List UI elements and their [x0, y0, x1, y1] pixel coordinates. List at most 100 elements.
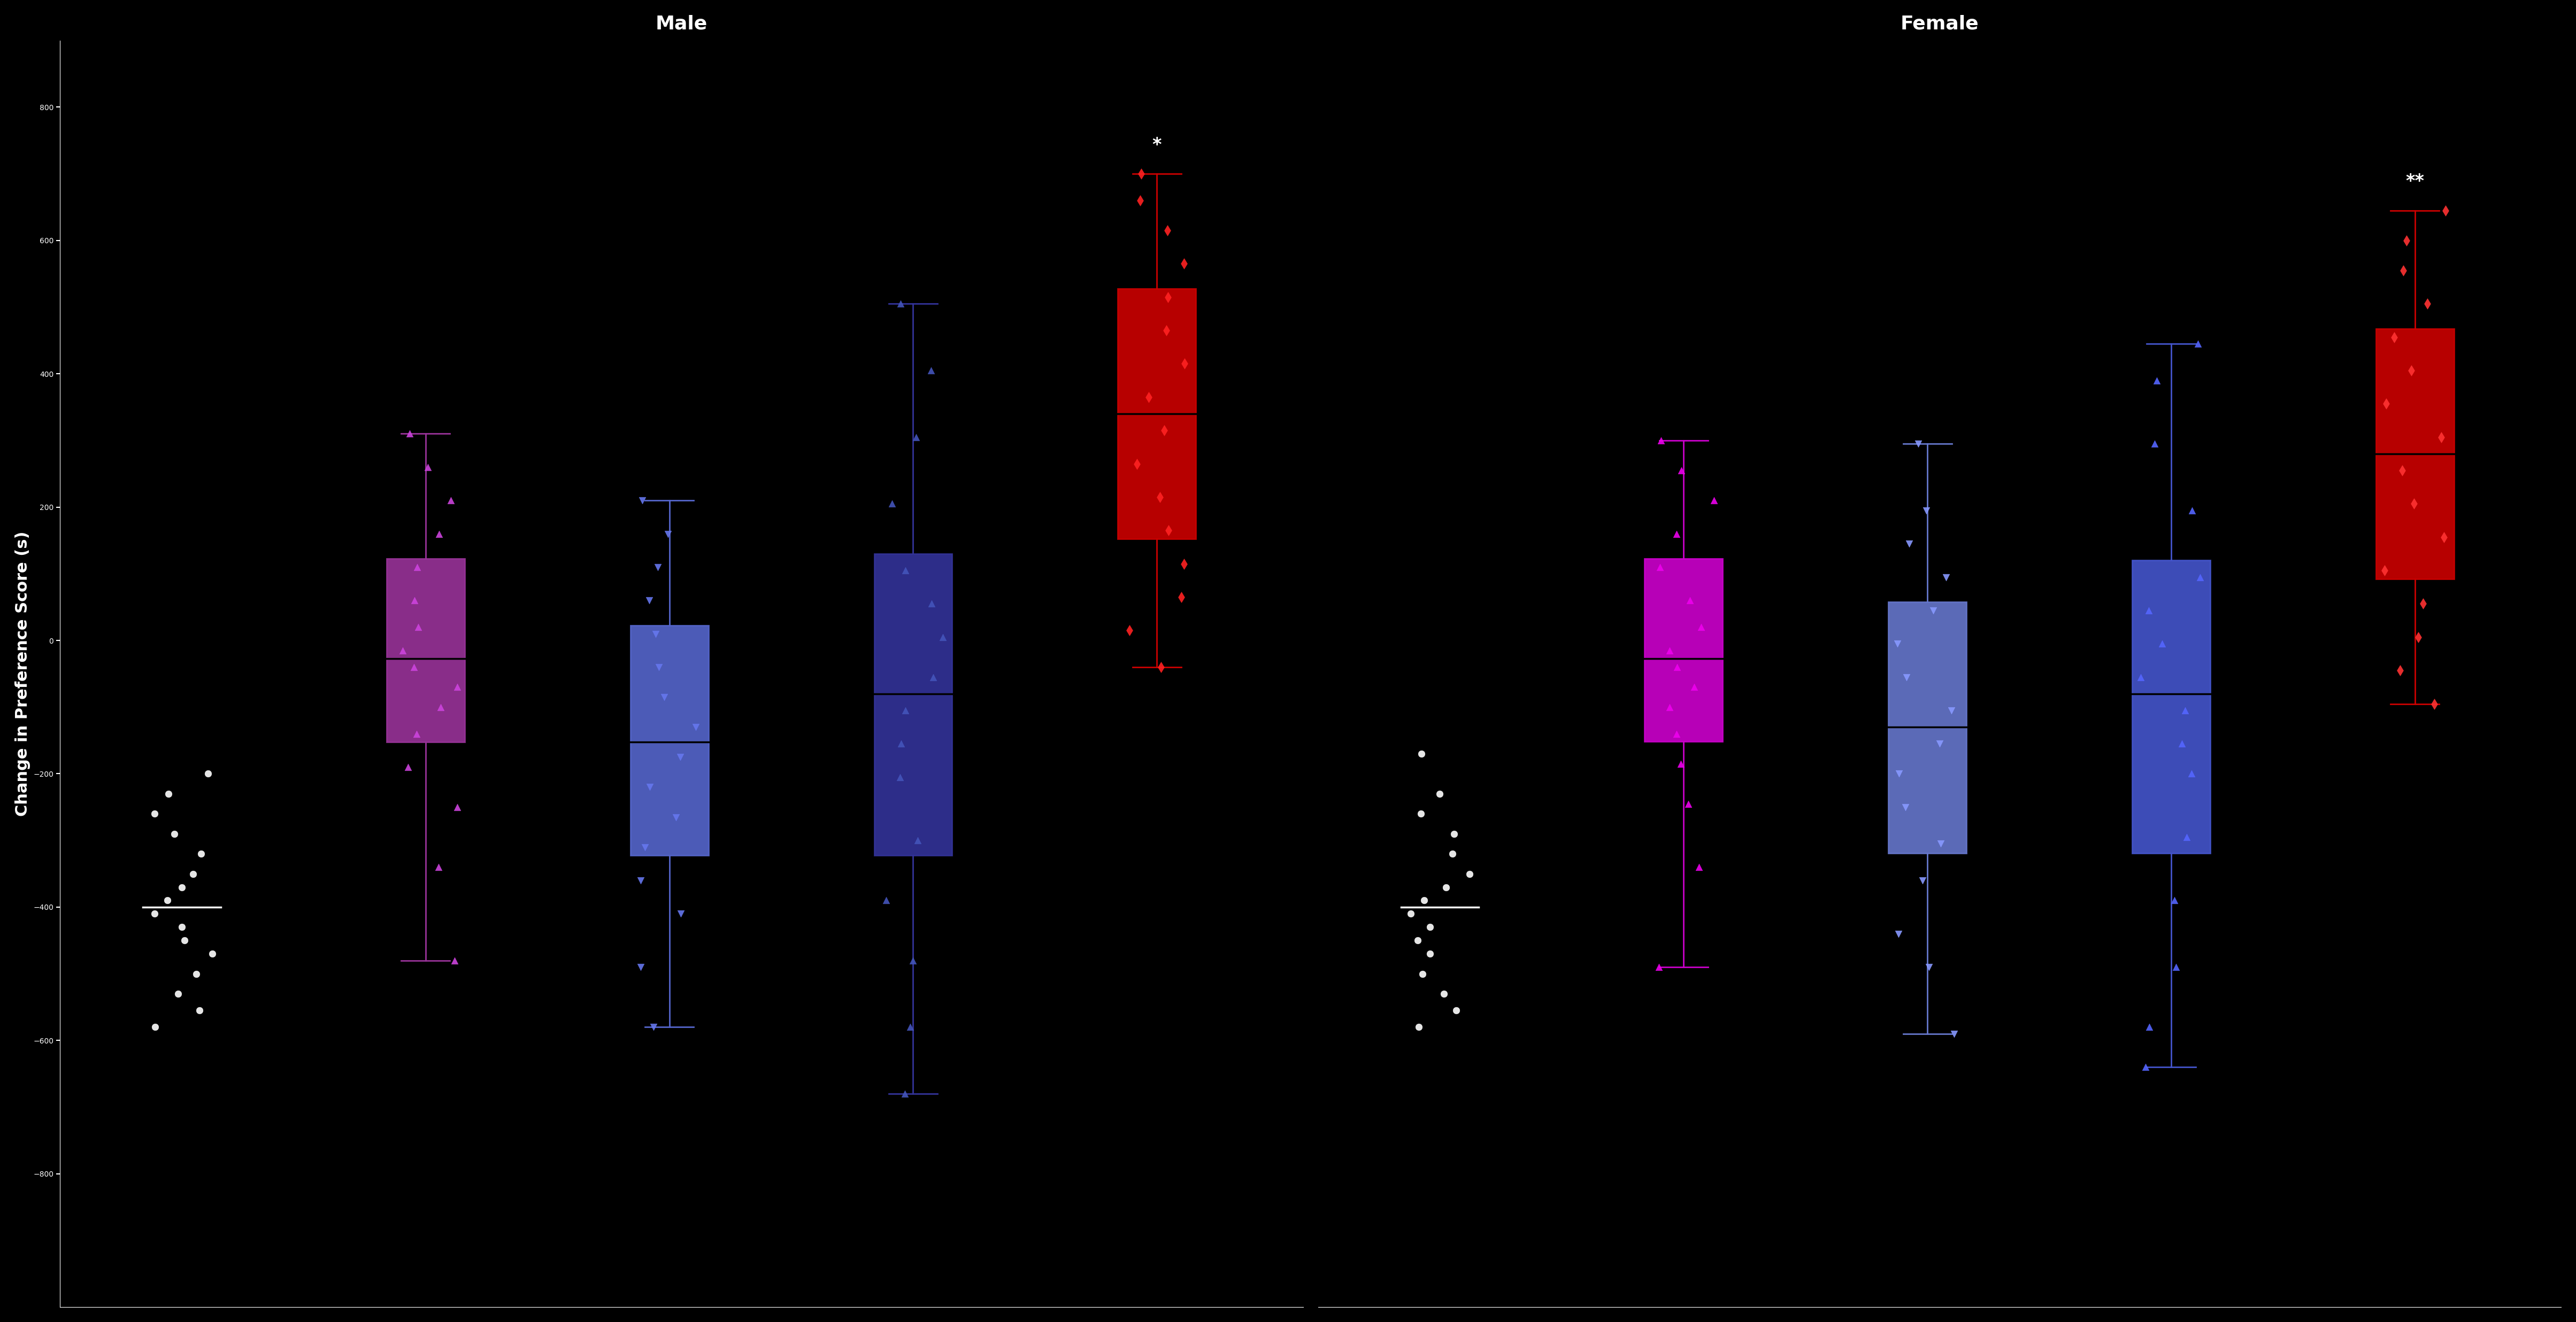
Point [2365, 561, 2406, 582]
Point [1396, 929, 1437, 951]
Point [165, 929, 206, 951]
Point [621, 870, 662, 891]
Point [871, 493, 912, 514]
Point [2133, 434, 2174, 455]
Point [1878, 763, 1919, 784]
Point [397, 723, 438, 744]
Point [162, 876, 204, 898]
Point [397, 557, 438, 578]
Point [644, 686, 685, 707]
Point [1674, 677, 1716, 698]
Point [191, 943, 232, 964]
Point [1164, 254, 1206, 275]
Point [386, 756, 428, 777]
Text: *: * [1151, 136, 1162, 153]
Point [2398, 627, 2439, 648]
Point [896, 427, 938, 448]
Point [394, 590, 435, 611]
Point [2164, 699, 2205, 720]
Point [2172, 763, 2213, 784]
Point [2365, 393, 2406, 414]
Point [1662, 460, 1703, 481]
Point [155, 824, 196, 845]
Point [1906, 500, 1947, 521]
Point [1128, 386, 1170, 407]
Point [636, 623, 677, 644]
Point [147, 890, 188, 911]
Point [2372, 327, 2414, 348]
Point [1886, 797, 1927, 818]
Point [1899, 434, 1940, 455]
Title: Female: Female [1901, 15, 1978, 33]
Point [634, 1017, 675, 1038]
Point [1425, 984, 1466, 1005]
Point [1121, 190, 1162, 212]
Point [1680, 857, 1721, 878]
Point [1919, 734, 1960, 755]
Point [2421, 427, 2463, 448]
Point [162, 916, 204, 937]
Point [1432, 824, 1473, 845]
Point [180, 843, 222, 865]
Point [417, 857, 459, 878]
Point [435, 677, 477, 698]
Point [2393, 493, 2434, 514]
Point [1146, 320, 1188, 341]
Point [1419, 783, 1461, 804]
Point [866, 890, 907, 911]
Point [1450, 863, 1492, 884]
Point [1656, 723, 1698, 744]
Point [1146, 219, 1188, 241]
FancyBboxPatch shape [631, 625, 708, 855]
Point [2406, 293, 2447, 315]
Point [1641, 430, 1682, 451]
Point [1914, 600, 1955, 621]
Point [2380, 660, 2421, 681]
Point [2403, 594, 2445, 615]
Point [1121, 163, 1162, 184]
Point [881, 293, 922, 315]
Point [175, 964, 216, 985]
Point [1432, 843, 1473, 865]
Point [420, 697, 461, 718]
Point [659, 747, 701, 768]
Point [1692, 490, 1734, 512]
Point [1649, 697, 1690, 718]
Point [922, 627, 963, 648]
Point [2156, 957, 2197, 978]
Point [1901, 870, 1942, 891]
Point [2128, 1017, 2169, 1038]
Point [886, 561, 927, 582]
Point [134, 1017, 175, 1038]
Point [173, 863, 214, 884]
FancyBboxPatch shape [2375, 329, 2455, 579]
FancyBboxPatch shape [2133, 561, 2210, 853]
Point [1146, 287, 1188, 308]
Point [1878, 923, 1919, 944]
Point [381, 640, 422, 661]
Point [1656, 657, 1698, 678]
Point [1656, 524, 1698, 545]
Point [430, 490, 471, 512]
FancyBboxPatch shape [386, 559, 464, 742]
Point [417, 524, 459, 545]
Point [134, 903, 175, 924]
Point [1886, 666, 1927, 687]
Point [178, 999, 219, 1021]
Point [2383, 460, 2424, 481]
Point [2179, 567, 2221, 588]
Point [623, 837, 665, 858]
Text: **: ** [2406, 173, 2424, 190]
Point [1164, 553, 1206, 574]
Point [2383, 260, 2424, 282]
Title: Male: Male [654, 15, 708, 33]
Point [2136, 370, 2177, 391]
Point [659, 903, 701, 924]
Point [188, 763, 229, 784]
Point [1667, 793, 1708, 814]
FancyBboxPatch shape [1643, 559, 1723, 742]
Point [2125, 1056, 2166, 1077]
Point [134, 804, 175, 825]
Point [1409, 916, 1450, 937]
Point [884, 699, 925, 720]
